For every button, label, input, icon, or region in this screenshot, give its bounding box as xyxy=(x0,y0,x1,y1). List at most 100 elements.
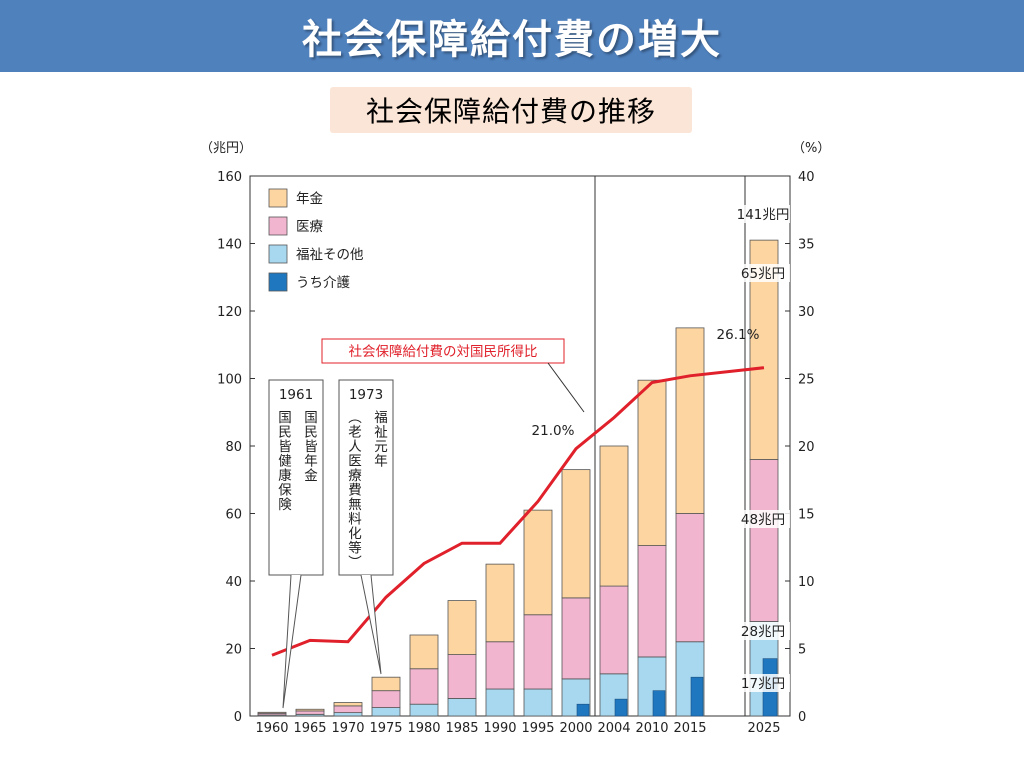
annotation-1973-year: 1973 xyxy=(349,387,383,403)
x-axis-tick: 1995 xyxy=(521,721,554,736)
x-axis-tick: 1960 xyxy=(255,721,288,736)
bar-pension xyxy=(637,379,667,546)
bar-welfare xyxy=(523,688,553,717)
right-axis-tick: 30 xyxy=(798,305,815,320)
bar-medical xyxy=(749,459,779,622)
bar-medical xyxy=(523,614,553,690)
legend-pension-swatch xyxy=(268,188,288,208)
right-axis-tick: 5 xyxy=(798,643,806,658)
annotation-1973-pointer xyxy=(360,574,382,675)
left-axis-tick: 140 xyxy=(217,238,242,253)
medical-2025-label: 48兆円 xyxy=(741,512,785,528)
total-2025-label: 141兆円 xyxy=(737,207,790,223)
x-axis-tick: 1970 xyxy=(331,721,364,736)
legend-welfare-label: 福祉その他 xyxy=(296,247,364,263)
care-2025-label: 17兆円 xyxy=(741,676,785,692)
x-axis-tick: 1975 xyxy=(369,721,402,736)
page-title: 社会保障給付費の増大 xyxy=(302,17,722,63)
annotation-1961-box xyxy=(268,379,324,576)
legend-care-swatch xyxy=(268,272,288,292)
bar-medical xyxy=(485,641,515,690)
bar-medical xyxy=(333,705,363,714)
ratio-line xyxy=(271,366,765,657)
legend-medical-swatch xyxy=(268,216,288,236)
header-bar: 社会保障給付費の増大 xyxy=(0,0,1024,72)
bar-medical xyxy=(409,668,439,705)
left-axis-unit: （兆円） xyxy=(200,141,252,156)
annotation-1961-line2: 国民皆健康保険 xyxy=(275,410,292,512)
bar-care xyxy=(652,690,666,717)
left-axis-tick: 100 xyxy=(217,373,242,388)
total-2025-label-bg xyxy=(736,205,790,223)
bar-pension xyxy=(561,469,591,599)
right-axis-tick: 20 xyxy=(798,440,815,455)
right-axis-tick: 15 xyxy=(798,508,815,523)
annotation-1973-line2: （老人医療費無料化等） xyxy=(345,410,362,570)
bar-pension xyxy=(257,711,287,714)
bar-welfare xyxy=(333,712,363,717)
x-axis-tick: 1965 xyxy=(293,721,326,736)
bar-care xyxy=(614,698,628,717)
x-axis-tick: 2004 xyxy=(597,721,630,736)
x-axis-tick: 2000 xyxy=(559,721,592,736)
right-axis-tick: 0 xyxy=(798,710,806,725)
legend-medical-label: 医療 xyxy=(296,218,323,235)
annotation-1973-box xyxy=(338,379,394,576)
welfare-2025-label: 28兆円 xyxy=(741,624,785,640)
x-axis-tick: 2015 xyxy=(673,721,706,736)
left-axis-tick: 160 xyxy=(217,170,242,185)
pension-2025-label-bg xyxy=(736,264,790,282)
bar-care xyxy=(690,676,704,717)
bar-welfare xyxy=(371,707,401,717)
bar-medical xyxy=(371,690,401,708)
x-axis-tick: 1980 xyxy=(407,721,440,736)
bar-medical xyxy=(675,513,705,643)
right-axis-tick: 25 xyxy=(798,373,815,388)
right-axis-tick: 35 xyxy=(798,238,815,253)
x-axis-tick: 2025 xyxy=(747,721,780,736)
care-2025-label-bg xyxy=(736,674,790,692)
ratio-label-leader xyxy=(547,362,585,413)
annotation-1961-line1: 国民皆年金 xyxy=(301,410,318,483)
welfare-2025-label-bg xyxy=(736,622,790,640)
bar-pension xyxy=(295,708,325,712)
left-axis-tick: 40 xyxy=(225,575,242,590)
legend-welfare-swatch xyxy=(268,244,288,264)
bar-welfare xyxy=(485,688,515,717)
left-axis-tick: 120 xyxy=(217,305,242,320)
bar-medical xyxy=(637,545,667,658)
left-axis-tick: 0 xyxy=(234,710,242,725)
bar-welfare xyxy=(447,698,477,717)
chart-subtitle: 社会保障給付費の推移 xyxy=(365,95,656,128)
right-axis-tick: 10 xyxy=(798,575,815,590)
bar-care xyxy=(576,703,590,717)
bar-pension xyxy=(409,634,439,670)
bar-medical xyxy=(599,585,629,675)
ratio-label-box xyxy=(321,338,565,364)
ratio-2025-label: 26.1% xyxy=(717,327,760,343)
left-axis-tick: 20 xyxy=(225,643,242,658)
bar-pension xyxy=(485,563,515,643)
ratio-label-text: 社会保障給付費の対国民所得比 xyxy=(349,343,538,360)
subtitle-box: 社会保障給付費の推移 xyxy=(330,87,692,133)
x-axis-tick: 1985 xyxy=(445,721,478,736)
annotation-1961-pointer xyxy=(282,574,302,709)
pension-2025-label: 65兆円 xyxy=(741,266,785,282)
bar-pension xyxy=(599,445,629,587)
x-axis-tick: 2010 xyxy=(635,721,668,736)
bar-pension xyxy=(675,327,705,514)
bar-medical xyxy=(561,597,591,680)
bar-pension xyxy=(333,702,363,707)
bar-medical xyxy=(447,654,477,699)
annotation-1973-line1: 福祉元年 xyxy=(371,410,388,468)
x-axis-tick: 1990 xyxy=(483,721,516,736)
legend-care-label: うち介護 xyxy=(296,275,350,291)
bar-pension xyxy=(371,676,401,692)
medical-2025-label-bg xyxy=(736,510,790,528)
legend-pension-label: 年金 xyxy=(296,191,323,207)
right-axis-tick: 40 xyxy=(798,170,815,185)
left-axis-tick: 60 xyxy=(225,508,242,523)
bar-pension xyxy=(447,600,477,655)
bar-medical xyxy=(295,710,325,715)
